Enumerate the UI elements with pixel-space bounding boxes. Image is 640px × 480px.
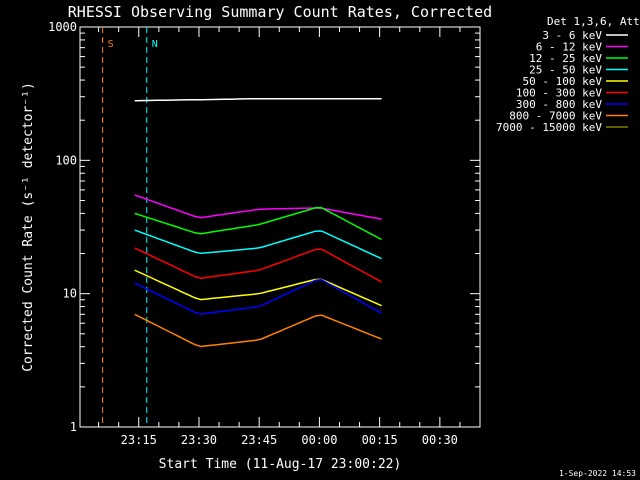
legend-title: Det 1,3,6, Att 0	[547, 15, 640, 28]
legend-label: 12 - 25 keV	[529, 52, 602, 65]
x-tick-label: 00:15	[362, 433, 398, 447]
legend-label: 7000 - 15000 keV	[496, 121, 602, 134]
x-axis: 23:15 23:30 23:45 00:00 00:15 00:30	[98, 27, 461, 447]
y-tick-label: 10	[63, 287, 77, 301]
legend-label: 100 - 300 keV	[516, 87, 602, 100]
legend-label: 3 - 6 keV	[542, 29, 602, 42]
x-tick-label: 00:30	[422, 433, 458, 447]
series-line-50-100-kev	[134, 269, 382, 307]
chart-title: RHESSI Observing Summary Count Rates, Co…	[68, 3, 492, 21]
marker-label-N: N	[152, 39, 158, 50]
x-tick-label: 23:30	[181, 433, 217, 447]
y-axis-label: Corrected Count Rate (s⁻¹ detector⁻¹)	[21, 82, 36, 372]
series-line-300-800-kev	[134, 278, 382, 315]
series-layer	[134, 97, 382, 348]
legend-label: 6 - 12 keV	[536, 41, 603, 54]
marker-label-S: S	[108, 39, 114, 50]
y-tick-label: 100	[55, 153, 77, 167]
x-tick-label: 00:00	[301, 433, 337, 447]
series-line-100-300-kev	[134, 247, 382, 283]
y-tick-label: 1	[70, 420, 77, 434]
legend-label: 800 - 7000 keV	[509, 110, 602, 123]
x-axis-label: Start Time (11-Aug-17 23:00:22)	[159, 457, 402, 472]
x-tick-label: 23:45	[241, 433, 277, 447]
series-line-800-7000-kev	[134, 313, 382, 348]
legend-label: 300 - 800 keV	[516, 98, 602, 111]
x-tick-label: 23:15	[121, 433, 157, 447]
y-axis: 1 10 100 1000	[48, 20, 480, 434]
legend-label: 25 - 50 keV	[529, 64, 602, 77]
legend-label: 50 - 100 keV	[523, 75, 603, 88]
series-line-3-6-kev	[134, 97, 382, 102]
series-line-6-12-kev	[134, 194, 382, 220]
plot-frame	[79, 26, 481, 428]
series-line-12-25-kev	[134, 206, 382, 241]
timestamp: 1-Sep-2022 14:53	[559, 469, 636, 478]
y-tick-label: 1000	[48, 20, 77, 34]
series-line-25-50-kev	[134, 229, 382, 260]
